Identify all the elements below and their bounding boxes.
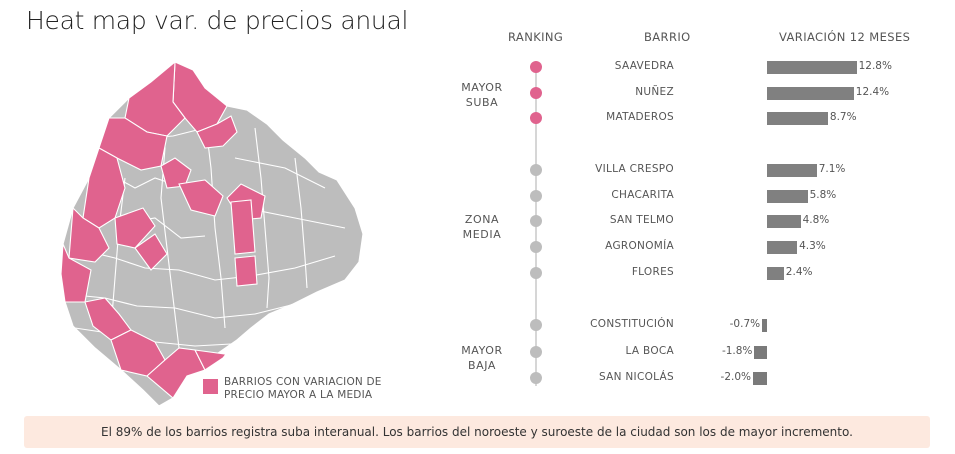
ranking-dot bbox=[530, 87, 542, 99]
footer-text: El 89% de los barrios registra suba inte… bbox=[101, 425, 853, 439]
variation-label: -1.8% bbox=[721, 345, 753, 357]
barrio-name: CONSTITUCIÓN bbox=[590, 318, 674, 330]
variation-label: 7.1% bbox=[818, 163, 846, 175]
ranking-dot bbox=[530, 112, 542, 124]
variation-bar bbox=[767, 87, 854, 100]
variation-label: 12.8% bbox=[858, 60, 892, 72]
variation-label: 8.7% bbox=[829, 111, 857, 123]
variation-bar bbox=[767, 215, 801, 228]
header-barrio: BARRIO bbox=[644, 30, 691, 44]
barrio-name: NUÑEZ bbox=[635, 86, 674, 98]
variation-label: 4.3% bbox=[799, 240, 826, 252]
map-svg bbox=[60, 60, 364, 407]
variation-bar bbox=[753, 372, 767, 385]
barrio-name: SAAVEDRA bbox=[614, 60, 674, 72]
barrio-name: CHACARITA bbox=[611, 189, 674, 201]
barrio-name: SAN NICOLÁS bbox=[598, 371, 674, 383]
variation-label: 2.4% bbox=[785, 266, 813, 278]
group-label-mayor-suba: MAYOR SUBA bbox=[461, 81, 503, 109]
variation-bar bbox=[754, 346, 767, 359]
legend-label: BARRIOS CON VARIACION DE PRECIO MAYOR A … bbox=[224, 376, 382, 401]
variation-label: -0.7% bbox=[729, 318, 761, 330]
barrio-name: AGRONOMÍA bbox=[605, 240, 674, 252]
ranking-dot bbox=[530, 190, 542, 202]
footer-note: El 89% de los barrios registra suba inte… bbox=[24, 416, 930, 448]
header-variacion: VARIACIÓN 12 MESES bbox=[779, 30, 911, 44]
ranking-dot bbox=[530, 164, 542, 176]
variation-bar bbox=[767, 190, 808, 203]
ranking-dot bbox=[530, 372, 542, 384]
map-legend: BARRIOS CON VARIACION DE PRECIO MAYOR A … bbox=[203, 376, 399, 402]
barrio-name: FLORES bbox=[631, 266, 674, 278]
ranking-dot bbox=[530, 61, 542, 73]
ranking-dot bbox=[530, 241, 542, 253]
variation-label: -2.0% bbox=[720, 371, 751, 383]
group-label-zona-media: ZONA MEDIA bbox=[462, 213, 502, 241]
ranking-dot bbox=[530, 319, 542, 331]
barrio-name: MATADEROS bbox=[606, 111, 674, 123]
map-highlighted bbox=[60, 60, 266, 399]
group-label-mayor-baja: MAYOR BAJA bbox=[461, 344, 503, 372]
variation-bar bbox=[762, 319, 767, 332]
variation-bar bbox=[767, 61, 857, 74]
header-ranking: RANKING bbox=[508, 30, 564, 44]
variation-bar bbox=[767, 267, 784, 280]
variation-bar bbox=[767, 241, 798, 254]
barrio-name: VILLA CRESPO bbox=[595, 163, 674, 175]
ranking-dot bbox=[530, 267, 542, 279]
page-title: Heat map var. de precios anual bbox=[26, 6, 409, 35]
variation-label: 12.4% bbox=[855, 86, 890, 98]
variation-label: 4.8% bbox=[802, 214, 830, 226]
city-heat-map bbox=[55, 58, 385, 410]
variation-bar bbox=[767, 112, 828, 125]
variation-label: 5.8% bbox=[809, 189, 837, 201]
barrio-name: SAN TELMO bbox=[609, 214, 674, 226]
variation-bar bbox=[767, 164, 817, 177]
ranking-dot bbox=[530, 346, 542, 358]
ranking-dot bbox=[530, 215, 542, 227]
legend-swatch bbox=[203, 379, 218, 394]
barrio-name: LA BOCA bbox=[625, 345, 674, 357]
